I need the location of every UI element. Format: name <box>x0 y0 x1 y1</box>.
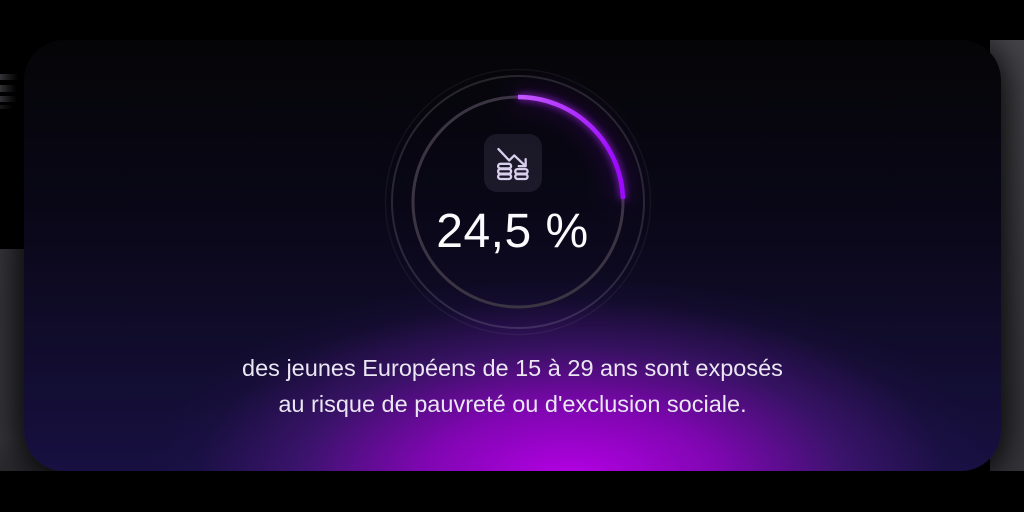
ring-outer-circle <box>391 75 645 329</box>
backdrop-streak <box>0 105 14 109</box>
declining-chart-with-coins-icon <box>496 147 529 181</box>
backdrop-streak <box>0 96 18 102</box>
stat-caption-line1: des jeunes Européens de 15 à 29 ans sont… <box>242 355 783 381</box>
stat-value: 24,5 % <box>436 205 589 258</box>
backdrop-streak <box>0 74 19 80</box>
coin <box>496 173 513 181</box>
radial-progress-ring <box>384 68 652 336</box>
trend-down-line <box>497 147 527 167</box>
coin <box>496 162 513 170</box>
stat-caption-line2: au risque de pauvreté ou d'exclusion soc… <box>278 391 747 417</box>
icon-tile <box>484 134 542 192</box>
progress-arc <box>410 94 626 310</box>
trend-down-arrowhead <box>517 158 527 168</box>
ring-outermost-circle <box>384 68 652 336</box>
backdrop-streak <box>0 85 17 92</box>
coin <box>514 167 529 175</box>
stat-caption: des jeunes Européens de 15 à 29 ans sont… <box>24 350 1001 422</box>
stat-card: 24,5 % des jeunes Européens de 15 à 29 a… <box>24 40 1001 471</box>
coin <box>496 167 513 175</box>
coin <box>514 173 529 181</box>
